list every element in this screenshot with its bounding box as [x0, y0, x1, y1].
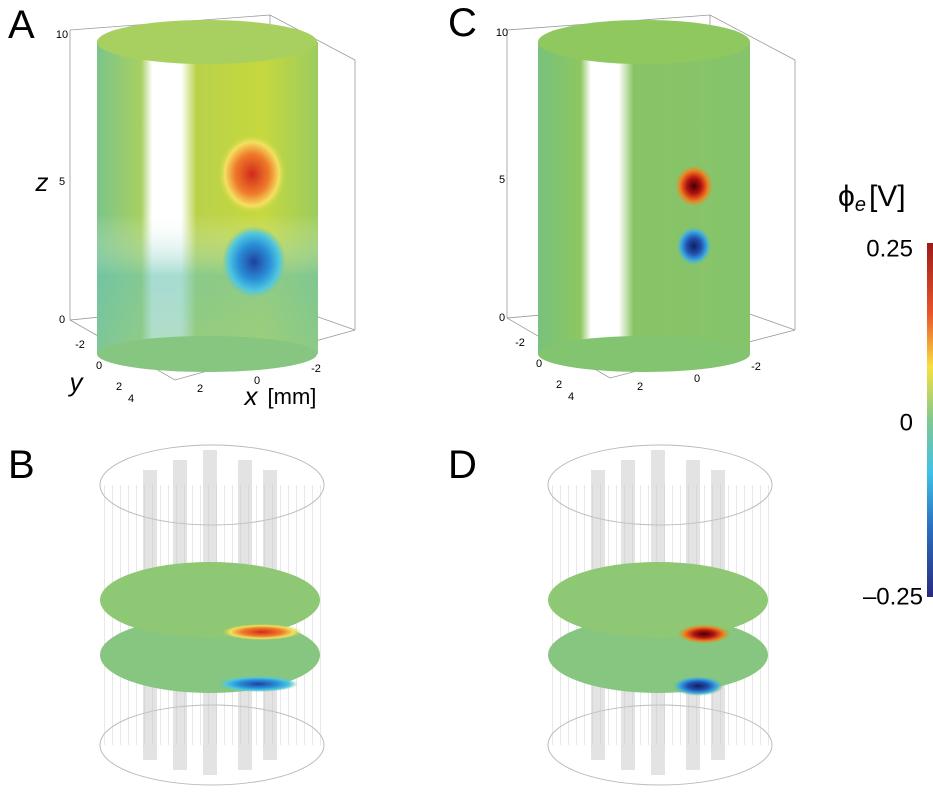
x-axis-unit: [mm] [268, 384, 317, 409]
y-tick-label: 2 [116, 381, 122, 393]
y-tick-label: 4 [568, 391, 574, 403]
x-axis-label: x [243, 381, 259, 411]
y-tick-label: 0 [96, 360, 102, 372]
panel-a [70, 15, 355, 380]
z-tick-label: 5 [59, 176, 65, 188]
colorbar-tick: 0.25 [866, 235, 913, 262]
x-tick-label: 2 [637, 381, 643, 393]
colorbar-tick: 0 [900, 409, 913, 436]
z-axis-label: z [35, 167, 49, 197]
panel-c [507, 15, 795, 378]
z-tick-label: 0 [59, 314, 65, 326]
y-tick-label: -2 [515, 337, 525, 349]
z-tick-label: 0 [499, 312, 505, 324]
y-axis-label: y [68, 367, 85, 397]
y-tick-label: 0 [536, 358, 542, 370]
panel-label: D [448, 443, 477, 487]
panel-label: A [8, 3, 35, 47]
symbol: ϕ [838, 180, 855, 213]
colorbar-tick: –0.25 [863, 583, 923, 610]
figure: ϕe[V] 0.25 0 –0.25 A1050-202420-2zyx[mm]… [0, 0, 933, 800]
z-tick-label: 10 [496, 27, 508, 39]
x-tick-label: 0 [694, 373, 700, 385]
panel-b [100, 445, 324, 785]
panel-label: C [448, 1, 477, 45]
panel-d [548, 445, 772, 785]
z-tick-label: 10 [56, 29, 68, 41]
y-tick-label: 4 [128, 393, 134, 405]
x-tick-label: 2 [197, 383, 203, 395]
x-tick-label: -2 [751, 361, 761, 373]
z-tick-label: 5 [499, 174, 505, 186]
y-tick-label: 2 [556, 379, 562, 391]
x-tick-label: -2 [311, 363, 321, 375]
unit: [V] [869, 180, 906, 213]
colorbar [927, 243, 933, 597]
subscript: e [855, 194, 866, 216]
colorbar-title: ϕe[V] [838, 180, 906, 216]
y-tick-label: -2 [75, 339, 85, 351]
panel-label: B [8, 443, 35, 487]
